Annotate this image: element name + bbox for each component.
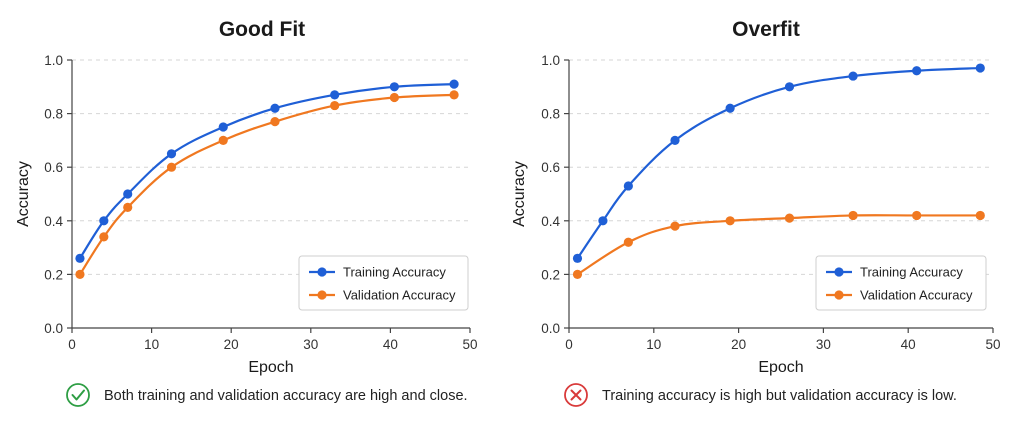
y-tick-label: 0.4 [541,214,560,229]
series-training [75,79,459,263]
x-tick-label: 10 [646,337,661,352]
x-tick-label: 20 [224,337,239,352]
data-point [75,269,85,279]
data-point [572,269,583,279]
data-point [270,117,280,127]
data-point [330,100,340,111]
data-point [598,216,608,226]
x-tick-label: 50 [462,337,477,352]
y-axis-label: Accuracy [511,161,528,227]
x-tick-label: 40 [383,337,398,352]
data-point [975,210,985,221]
data-point [218,135,228,145]
legend-swatch-marker [834,290,844,300]
legend-box [815,255,987,311]
data-point [725,103,735,113]
data-point [166,162,177,172]
x-tick-label: 30 [816,337,831,352]
data-point [218,122,228,132]
x-tick-label: 40 [901,337,916,352]
y-tick-label: 1.0 [44,53,63,68]
legend-swatch-marker [834,267,844,277]
data-point [623,181,633,191]
data-point [725,216,735,226]
y-tick-label: 0.2 [44,267,63,282]
legend-entry: Training Accuracy [343,265,446,280]
caption-text: Training accuracy is high but validation… [602,388,957,404]
series-training [572,63,985,263]
data-point [784,213,795,223]
caption-text: Both training and validation accuracy ar… [104,388,468,404]
data-point [670,221,680,231]
y-axis-label: Accuracy [15,161,32,227]
data-point [389,82,399,92]
x-tick-label: 20 [731,337,746,352]
data-point [848,71,858,81]
data-point [389,92,399,103]
chart-good-fit: Good Fit 0.0 0.2 0.4 0.6 0.8 1.0 0 10 20 30 40 50 Epo… [15,18,478,407]
data-point [912,210,922,221]
data-point [330,90,340,100]
data-point [99,232,109,242]
chart-overfit: Overfit 0.0 0.2 0.4 0.6 0.8 1.0 0 10 20 30 40 50 Epoc… [511,18,1001,407]
data-point [623,237,633,247]
data-point [670,135,680,145]
data-point [75,253,85,263]
x-tick-label: 50 [985,337,1000,352]
series-validation [75,90,459,279]
legend-swatch-marker [317,290,327,300]
caption: Training accuracy is high but validation… [564,383,957,407]
series-line [576,66,981,259]
data-point [166,149,177,159]
y-tick-label: 0.6 [541,160,560,175]
series-line [79,83,455,259]
y-tick-label: 0.4 [44,214,63,229]
legend-entry: Validation Accuracy [343,288,456,303]
legend-entry: Training Accuracy [860,265,963,280]
y-tick-label: 1.0 [541,53,560,68]
chart-title: Good Fit [219,18,305,41]
x-axis-label: Epoch [248,359,293,376]
data-point [449,79,459,89]
x-tick-label: 10 [144,337,159,352]
data-point [449,90,459,100]
y-tick-label: 0.2 [541,267,560,282]
data-point [572,253,583,263]
series-validation [572,210,985,279]
legend: Training Accuracy Validation Accuracy [815,255,987,311]
y-tick-label: 0.8 [44,107,63,122]
data-point [912,66,922,76]
x-tick-label: 0 [565,337,573,352]
chart-title: Overfit [732,18,800,41]
y-tick-label: 0.6 [44,160,63,175]
data-point [975,63,985,73]
data-point [123,202,133,212]
check-circle-icon [66,383,90,407]
y-tick-label: 0.0 [44,321,63,336]
data-point [784,82,795,92]
data-point [270,103,280,113]
data-point [848,210,858,221]
legend-box [298,255,469,311]
legend-entry: Validation Accuracy [860,288,973,303]
series-line [576,214,981,276]
legend: Training Accuracy Validation Accuracy [298,255,469,311]
y-tick-label: 0.8 [541,107,560,122]
data-point [123,189,133,199]
legend-swatch-marker [317,267,327,277]
x-axis-label: Epoch [758,359,803,376]
y-tick-label: 0.0 [541,321,560,336]
x-tick-label: 0 [68,337,76,352]
x-tick-label: 30 [303,337,318,352]
caption: Both training and validation accuracy ar… [66,383,468,407]
data-point [99,216,109,226]
x-circle-icon [564,383,588,407]
